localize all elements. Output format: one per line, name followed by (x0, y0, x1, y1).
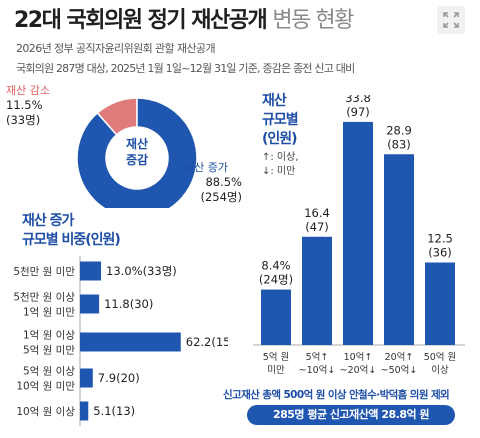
increase-bar-label: 7.9(20) (98, 371, 140, 385)
donut-center-label-2: 증감 (126, 152, 148, 167)
people-bar-count-label: (83) (387, 137, 411, 151)
people-section-title-1: 재산 (262, 93, 287, 109)
donut-slice-increase (76, 97, 198, 208)
increase-section-title: 재산 증가 규모별 비중(인원) (22, 212, 121, 250)
people-section-title-3: (인원) (262, 131, 298, 147)
people-category-label: ~20억↓ (340, 364, 377, 376)
people-category-label: 이상 (431, 365, 449, 376)
people-category-label: 20억↑ (385, 351, 414, 363)
people-category-label: 10억↑ (344, 351, 373, 363)
increase-legend: 재산 증가 88.5% (254명) (184, 160, 242, 205)
arrow-legend-down: ↓: 미만 (262, 166, 296, 177)
average-asset-pill: 285명 평균 신고재산액 28.8억 원 (247, 405, 455, 425)
people-bar-chart: 8.4%(24명) 5억 원미만 16.4(47) 5억↑~10억↓ 33.8(97) 1… (253, 95, 465, 376)
people-category-label: 50억 원 (424, 351, 457, 363)
increase-bar (80, 332, 181, 352)
increase-bar (80, 401, 89, 421)
increase-bar-label: 13.0%(33명) (106, 264, 177, 278)
people-section-title: 재산 규모별 (인원) (262, 92, 299, 149)
people-bar-value-label: 28.9 (386, 123, 412, 137)
people-section-title-2: 규모별 (262, 112, 299, 128)
subtitle-line-2: 국회의원 287명 대상, 2025년 1월 1일~12월 31일 기준, 증감… (16, 62, 355, 75)
decrease-label: 재산 감소 (6, 84, 50, 97)
increase-category-label: 5천만 원 미만 (13, 266, 75, 278)
people-category-label: ~50억↓ (381, 364, 418, 376)
increase-count: (254명) (200, 190, 242, 204)
increase-bar (80, 294, 100, 314)
increase-label: 재산 증가 (184, 161, 228, 174)
title-main: 22대 국회의원 정기 재산공개 (14, 8, 268, 33)
increase-category-label: 5천만 원 이상 (13, 292, 75, 304)
people-bar-value-label: 12.5 (427, 232, 453, 246)
arrow-legend-up: ↑: 이상, (262, 152, 299, 163)
people-category-label: 미만 (267, 365, 285, 376)
people-bar (261, 289, 291, 345)
donut-slices (76, 97, 198, 208)
footer-note: 신고재산 총액 500억 원 이상 안철수·박덕흠 의원 제외 (223, 389, 450, 401)
increase-category-label: 10억 원 미만 (16, 381, 75, 393)
people-category-label: 5억 원 (263, 351, 290, 363)
increase-bar-label: 62.2(158) (186, 335, 228, 349)
increase-bar-chart: 5천만 원 미만 13.0%(33명) 5천만 원 이상 1억 원 미만 11.8(30… (13, 256, 228, 426)
title-rest: 변동 현황 (272, 8, 354, 33)
increase-category-label: 1억 원 미만 (23, 307, 75, 319)
people-bar-value-label: 8.4% (261, 259, 290, 273)
people-bar-count-label: (36) (428, 246, 452, 260)
increase-pct: 88.5% (205, 175, 242, 189)
increase-bar (80, 368, 93, 388)
expand-icon (443, 12, 459, 28)
increase-category-label: 5억 원 미만 (23, 345, 75, 357)
increase-bar-label: 5.1(13) (93, 404, 135, 418)
people-bar-count-label: (24명) (259, 273, 293, 287)
people-bar (425, 262, 455, 345)
increase-bar (80, 261, 102, 281)
people-bar-value-label: 33.8 (345, 95, 371, 105)
people-bar (343, 121, 373, 345)
donut-center-label-1: 재산 (126, 136, 148, 151)
decrease-pct: 11.5% (6, 98, 43, 112)
people-bar (302, 236, 332, 345)
arrow-legend: ↑: 이상, ↓: 미만 (262, 151, 299, 179)
increase-category-label: 1억 원 이상 (23, 330, 75, 342)
increase-category-label: 10억 원 이상 (16, 406, 75, 418)
donut-chart: 재산 증감 재산 감소 11.5% (33명) (6, 84, 198, 208)
increase-category-label: 5억 원 이상 (23, 366, 75, 378)
page-title: 22대 국회의원 정기 재산공개 변동 현황 (14, 2, 354, 34)
increase-section-title-2: 규모별 비중(인원) (22, 232, 121, 248)
people-bar-value-label: 16.4 (304, 206, 330, 220)
decrease-count: (33명) (6, 113, 40, 127)
increase-bar-label: 11.8(30) (104, 297, 153, 311)
subtitle-line-1: 2026년 정부 공직자윤리위원회 관할 재산공개 (16, 42, 216, 55)
people-bar-count-label: (97) (346, 105, 370, 119)
people-bar-count-label: (47) (305, 220, 329, 234)
people-category-label: ~10억↓ (299, 364, 336, 376)
people-category-label: 5억↑ (306, 351, 329, 363)
people-bar (384, 154, 414, 345)
increase-section-title-1: 재산 증가 (22, 213, 74, 229)
expand-button[interactable] (437, 6, 465, 34)
